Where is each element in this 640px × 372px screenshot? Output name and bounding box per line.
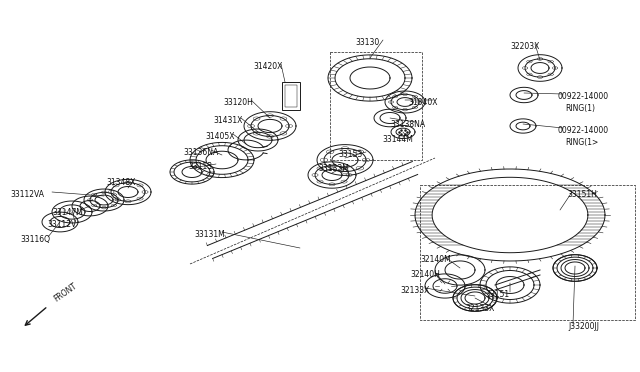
Text: J33200JJ: J33200JJ [568,322,599,331]
Text: 31340X: 31340X [408,98,438,107]
Text: 33138NA: 33138NA [390,120,425,129]
Text: FRONT: FRONT [52,282,79,304]
Text: 32140M: 32140M [420,255,451,264]
Text: 31348X: 31348X [106,178,136,187]
Text: 33116Q: 33116Q [20,235,50,244]
Text: 33147M: 33147M [52,208,83,217]
Text: 32203X: 32203X [510,42,540,51]
Text: 33131M: 33131M [194,230,225,239]
Text: 33151: 33151 [485,290,509,299]
Text: 32133X: 32133X [465,304,494,313]
Text: RING(1>: RING(1> [565,138,598,147]
Text: 00922-14000: 00922-14000 [558,126,609,135]
Text: 33113: 33113 [188,162,212,171]
Bar [282,82,300,110]
Text: 33136NA: 33136NA [183,148,218,157]
Text: RING(1): RING(1) [565,104,595,113]
Text: 31405X: 31405X [205,132,234,141]
Text: 00922-14000: 00922-14000 [558,92,609,101]
Text: 33133M: 33133M [318,164,349,173]
Text: 31431X: 31431X [213,116,243,125]
Text: 32133X: 32133X [400,286,429,295]
Text: 32140H: 32140H [410,270,440,279]
Text: 33144M: 33144M [382,135,413,144]
Text: 33112V: 33112V [47,220,76,229]
Text: 31420X: 31420X [253,62,282,71]
Text: 33153: 33153 [338,150,362,159]
Text: 33112VA: 33112VA [10,190,44,199]
Text: 33130: 33130 [355,38,380,47]
Bar [285,85,297,107]
Text: 33120H: 33120H [223,98,253,107]
Text: 33151H: 33151H [567,190,597,199]
